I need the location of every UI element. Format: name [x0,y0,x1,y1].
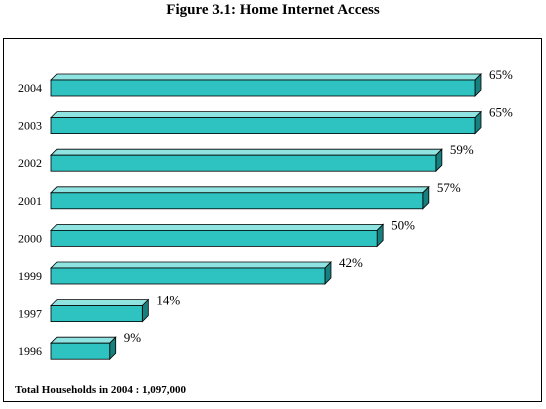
tick-label-2004: 2004 [18,81,42,95]
tick-label-2002: 2002 [18,156,42,170]
chart-title: Figure 3.1: Home Internet Access [166,2,380,18]
bar-1999 [50,267,326,285]
bar-2003 [50,117,476,134]
bar-top-2003 [50,111,482,118]
bar-top-1997 [50,299,150,307]
data-label-2003: 65% [489,105,513,120]
data-label-2000: 50% [391,217,415,232]
bar-1996 [50,342,111,360]
bar-top-2002 [50,148,443,156]
bar-1997 [50,305,143,323]
bar-2004 [50,79,476,97]
data-label-2004: 65% [489,67,513,82]
data-label-1996: 9% [124,330,142,345]
footnote: Total Households in 2004 : 1,097,000 [15,384,187,396]
bar-top-1996 [50,336,117,344]
tick-label-1996: 1996 [18,344,42,358]
data-label-1999: 42% [339,255,363,270]
bar-top-2001 [50,186,430,194]
data-label-1997: 14% [156,293,180,308]
bar-2001 [50,192,424,210]
bar-2002 [50,154,437,172]
bar-top-2004 [50,73,482,81]
bar-2000 [50,229,378,247]
bar-top-2000 [50,223,385,231]
tick-label-2001: 2001 [18,194,42,208]
data-label-2001: 57% [437,180,461,195]
tick-label-2003: 2003 [18,119,42,133]
chart-frame [3,38,542,402]
tick-label-1997: 1997 [18,307,42,321]
tick-label-1999: 1999 [18,269,42,283]
tick-label-2000: 2000 [18,231,42,245]
bar-top-1999 [50,261,332,269]
data-label-2002: 59% [450,142,474,157]
